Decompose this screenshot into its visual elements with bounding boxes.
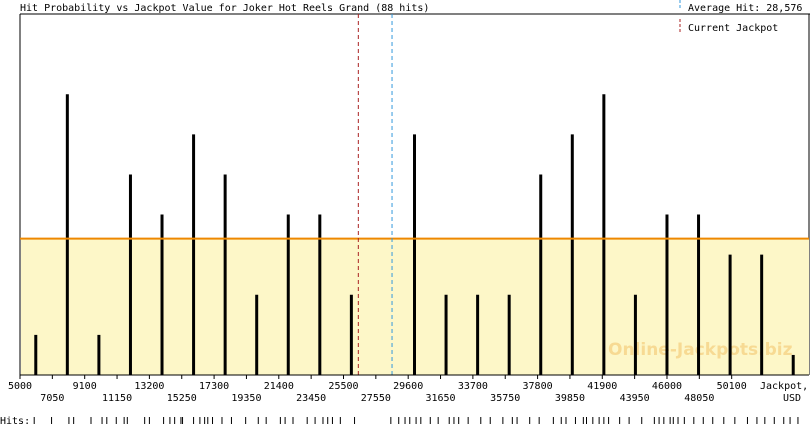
- x-tick-label: 25500: [328, 381, 358, 392]
- x-tick-label: 37800: [523, 381, 553, 392]
- chart-title: Hit Probability vs Jackpot Value for Jok…: [20, 3, 429, 14]
- x-tick-label: 35750: [490, 393, 520, 404]
- x-tick-label: 39850: [555, 393, 585, 404]
- x-tick-label: 29600: [393, 381, 423, 392]
- x-tick-label: 7050: [40, 393, 64, 404]
- x-tick-label: 9100: [73, 381, 97, 392]
- bars-group: [34, 94, 795, 375]
- hits-label: Hits:: [0, 416, 30, 425]
- x-tick-label: 31650: [425, 393, 455, 404]
- watermark: Online-Jackpots.biz: [608, 340, 793, 360]
- legend-current-label: Current Jackpot: [688, 23, 778, 34]
- x-axis-label-line1: Jackpot,: [760, 381, 808, 392]
- x-tick-label: 21400: [264, 381, 294, 392]
- x-tick-label: 27550: [361, 393, 391, 404]
- x-tick-label: 33700: [458, 381, 488, 392]
- legend-average-label: Average Hit: 28,576: [688, 3, 802, 14]
- x-tick-label: 11150: [102, 393, 132, 404]
- x-tick-label: 19350: [231, 393, 261, 404]
- x-tick-label: 23450: [296, 393, 326, 404]
- x-tick-label: 46000: [652, 381, 682, 392]
- x-axis-ticks: 5000 9100 13200 17300 21400 25500 29600 33700 37…: [8, 375, 747, 404]
- x-tick-label: 50100: [717, 381, 747, 392]
- x-tick-label: 48050: [684, 393, 714, 404]
- x-tick-label: 13200: [134, 381, 164, 392]
- x-tick-label: 41900: [587, 381, 617, 392]
- x-tick-label: 43950: [620, 393, 650, 404]
- hits-rug: [33, 417, 799, 424]
- x-axis-label-line2: USD: [783, 393, 801, 404]
- x-tick-label: 15250: [167, 393, 197, 404]
- x-tick-label: 5000: [8, 381, 32, 392]
- x-tick-label: 17300: [199, 381, 229, 392]
